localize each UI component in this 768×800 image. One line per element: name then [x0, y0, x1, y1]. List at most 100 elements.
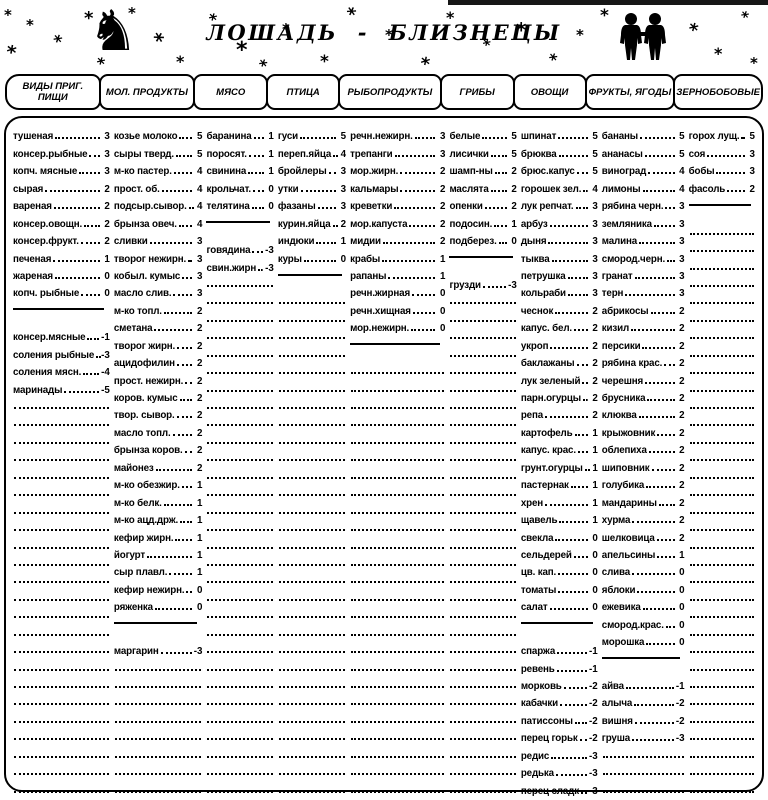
dot-leader	[207, 686, 273, 688]
empty-dotted-line	[114, 762, 203, 779]
item-name: крабы	[350, 253, 381, 265]
item-name: сыры тверд.	[113, 148, 174, 160]
item-value: 2	[679, 532, 685, 544]
dot-leader	[351, 598, 445, 601]
empty-dotted-line	[206, 465, 273, 482]
dot-leader	[727, 189, 745, 192]
dot-leader	[332, 224, 337, 227]
dot-leader	[114, 773, 202, 776]
empty-dotted-line	[350, 413, 445, 430]
item-name: подберез.	[449, 236, 497, 248]
dot-leader	[689, 284, 754, 287]
empty-dotted-line	[114, 744, 203, 761]
dot-leader	[300, 137, 337, 140]
item-name: лисички	[449, 148, 489, 160]
empty-dotted-line	[278, 483, 346, 500]
food-item-row: брюс.капус 5	[521, 160, 598, 177]
item-value: 2	[679, 358, 685, 370]
food-item-row: подосин. 1	[449, 212, 516, 230]
column-6: белые 5 лисички 5 шамп-ны 2 маслята 2 опенки 2 под…	[447, 125, 518, 797]
item-name: хрен	[520, 497, 544, 509]
food-item-row: томаты 0	[521, 578, 598, 596]
dot-leader	[450, 389, 516, 392]
empty-dotted-line	[350, 709, 445, 726]
dot-leader	[351, 738, 445, 741]
item-name: рябина черн.	[601, 201, 664, 213]
column-header-5: РЫБОПРОДУКТЫ	[338, 74, 442, 110]
empty-dotted-line	[689, 430, 755, 447]
food-item-row: баклажаны 2	[521, 352, 598, 369]
divider-line	[350, 343, 440, 346]
dot-leader	[351, 407, 445, 409]
dot-leader	[207, 424, 273, 427]
item-name: консер.мясные	[13, 332, 86, 344]
food-item-row: яблоки 0	[602, 578, 685, 596]
dot-leader	[351, 459, 445, 462]
empty-dotted-line	[13, 709, 110, 726]
dot-leader	[278, 337, 346, 340]
item-value: 2	[679, 375, 685, 387]
item-value: 3	[592, 270, 598, 282]
food-item-row: вишня -2	[602, 709, 685, 727]
item-value: 1	[592, 462, 598, 474]
empty-dotted-line	[449, 500, 516, 517]
item-name: прост. об.	[113, 183, 160, 195]
food-item-row: опенки 2	[449, 195, 516, 212]
dot-leader	[207, 459, 273, 462]
empty-dotted-line	[206, 692, 273, 709]
dot-leader	[689, 407, 754, 409]
dot-leader	[81, 294, 100, 297]
item-name: грунт.огурцы	[520, 462, 583, 474]
item-name: креветки	[350, 201, 393, 213]
dot-leader	[207, 581, 273, 584]
item-name: брынза коров.	[113, 445, 183, 457]
empty-dotted-line	[449, 762, 516, 779]
empty-dotted-line	[114, 692, 203, 709]
dot-leader	[657, 555, 675, 558]
empty-dotted-line	[206, 343, 273, 360]
item-value: 2	[749, 183, 755, 195]
food-item-row: речн.нежирн. 3	[350, 125, 445, 142]
empty-dotted-line	[278, 762, 346, 779]
dot-leader	[351, 720, 445, 723]
dot-leader	[550, 346, 588, 349]
dot-leader	[14, 546, 109, 549]
star-icon: *	[128, 4, 136, 22]
food-item-row: масло слив. 3	[114, 282, 203, 299]
empty-dotted-line	[206, 500, 273, 517]
dot-leader	[689, 703, 754, 706]
item-name: редька	[520, 768, 554, 780]
item-name: рябина крас.	[601, 358, 663, 370]
item-name: перец сладк	[520, 785, 579, 797]
dot-leader	[207, 337, 273, 340]
item-value: 2	[440, 183, 446, 195]
item-name: шелковица	[601, 532, 655, 544]
empty-dotted-line	[278, 396, 346, 413]
empty-dotted-line	[449, 361, 516, 378]
item-value: 4	[197, 218, 203, 230]
column-3: баранина 1 поросят. 1 свинина 1 крольчат. 0 теля…	[204, 125, 275, 797]
empty-dotted-line	[278, 308, 346, 325]
star-icon: *	[255, 55, 270, 76]
item-name: пастернак	[520, 480, 569, 492]
food-item-row: груша -3	[602, 727, 685, 744]
food-item-row: соления рыбные -3	[13, 343, 110, 361]
dot-leader	[450, 546, 516, 549]
dot-leader	[207, 773, 273, 776]
dot-leader	[114, 686, 202, 688]
food-item-row: грузди -3	[449, 274, 516, 291]
dot-leader	[490, 189, 507, 192]
food-item-row: рапаны 1	[350, 265, 445, 282]
empty-dotted-line	[689, 500, 755, 517]
dot-leader	[657, 433, 675, 436]
dot-leader	[207, 703, 273, 706]
item-value: 2	[592, 340, 598, 352]
item-name: вареная	[13, 201, 52, 213]
empty-dotted-line	[278, 518, 346, 535]
empty-dotted-line	[449, 535, 516, 552]
empty-dotted-line	[689, 361, 755, 378]
empty-dotted-line	[13, 675, 110, 692]
empty-dotted-line	[449, 308, 516, 325]
food-item-row: чеснок 2	[521, 299, 598, 317]
empty-dotted-line	[689, 587, 755, 604]
